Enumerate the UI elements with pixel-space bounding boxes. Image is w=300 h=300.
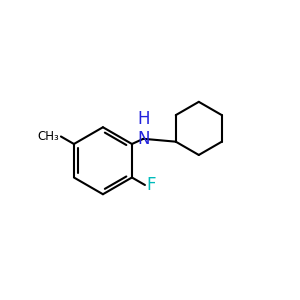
Text: CH₃: CH₃	[37, 130, 59, 143]
Text: H: H	[137, 110, 150, 128]
Text: F: F	[147, 176, 156, 194]
Text: N: N	[137, 130, 150, 148]
